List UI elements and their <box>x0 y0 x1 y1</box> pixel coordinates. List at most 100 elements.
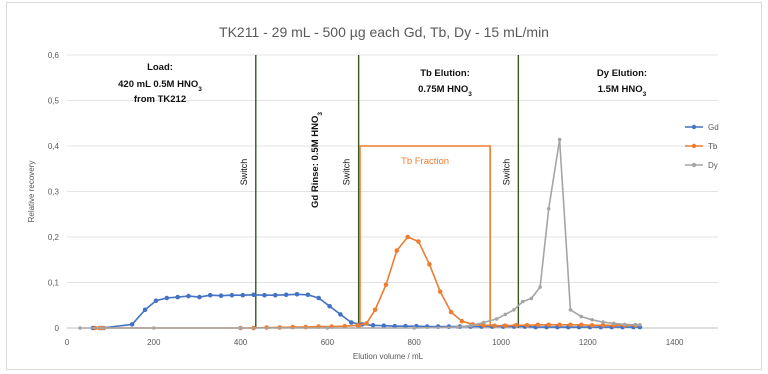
data-point-tb <box>513 323 519 328</box>
x-axis-title: Elution volume / mL <box>353 352 424 361</box>
annotation-dy-elution: Dy Elution: <box>597 68 647 79</box>
data-point-tb <box>579 322 584 328</box>
data-point-dy <box>78 326 82 330</box>
data-point-tb <box>557 322 562 328</box>
data-point-tb <box>481 323 486 328</box>
data-point-tb <box>383 282 389 288</box>
data-point-dy <box>590 318 594 322</box>
x-tick-labels: 0 200 400 600 800 1000 1200 1400 <box>65 338 684 347</box>
fraction-box-outline <box>359 145 491 328</box>
data-point-gd <box>251 292 256 298</box>
data-point-gd <box>305 292 311 298</box>
annotation-tb-elution: 0.75M HNO3 <box>418 84 472 98</box>
data-point-dy <box>481 320 486 325</box>
data-point-dy <box>494 317 499 321</box>
y-tick-label: 0,1 <box>48 279 60 288</box>
data-point-tb <box>437 289 443 294</box>
data-point-dy <box>557 137 562 142</box>
switch-label: Switch <box>342 159 352 186</box>
data-point-gd <box>316 295 322 301</box>
x-tick-label: 200 <box>147 338 161 347</box>
fraction-label: Tb Fraction <box>401 156 449 167</box>
data-point-gd <box>164 295 170 301</box>
data-point-dy <box>520 299 525 304</box>
data-point-gd <box>175 294 180 300</box>
data-point-gd <box>283 292 289 298</box>
data-point-tb <box>600 323 606 328</box>
data-point-dy <box>546 207 551 211</box>
data-point-gd <box>229 292 235 298</box>
legend-marker-gd <box>691 124 697 130</box>
data-point-tb <box>589 323 595 328</box>
data-point-dy <box>568 308 573 312</box>
tb-fraction-box: Tb Fraction <box>359 145 491 328</box>
data-point-gd <box>349 320 354 325</box>
data-point-dy <box>455 325 460 329</box>
data-point-tb <box>568 322 573 328</box>
legend-label-tb: Tb <box>708 142 718 151</box>
data-point-tb <box>535 322 541 328</box>
y-tick-label: 0,3 <box>48 188 60 197</box>
legend-label-dy: Dy <box>708 161 718 170</box>
data-point-dy <box>325 326 330 330</box>
data-point-tb <box>459 318 465 324</box>
data-point-gd <box>273 292 278 298</box>
switch-label: Switch <box>239 159 249 186</box>
data-point-dy <box>512 308 516 312</box>
data-point-gd <box>186 293 191 299</box>
data-point-dy <box>152 326 156 330</box>
data-point-dy <box>638 323 642 327</box>
data-point-gd <box>153 298 159 304</box>
data-point-tb <box>524 323 530 328</box>
data-point-dy <box>601 320 605 324</box>
data-point-gd <box>129 322 135 327</box>
data-point-gd <box>197 294 202 300</box>
data-point-dy <box>468 323 473 328</box>
annotation-tb-elution: Tb Elution: <box>420 68 470 79</box>
y-axis-title: Relative recovery <box>27 161 36 223</box>
data-point-tb <box>503 323 508 329</box>
y-tick-labels: 0 0,1 0,2 0,3 0,4 0,5 0,6 <box>48 51 60 333</box>
data-point-gd <box>218 293 224 299</box>
data-point-dy <box>503 312 508 317</box>
data-point-dy <box>633 323 638 327</box>
legend-label-gd: Gd <box>708 123 719 132</box>
data-point-tb <box>394 248 400 253</box>
x-tick-label: 1200 <box>579 338 597 347</box>
legend-marker-dy <box>691 162 697 168</box>
data-point-gd <box>370 323 376 328</box>
data-point-dy <box>612 321 616 326</box>
x-tick-label: 0 <box>65 338 70 347</box>
data-point-tb <box>405 234 411 240</box>
switch-lines: Switch Switch Switch <box>239 55 520 328</box>
legend-marker-tb <box>691 143 697 149</box>
switch-label: Switch <box>501 159 511 186</box>
annotation-gd-rinse: Gd Rinse: 0.5M HNO3 <box>310 112 324 208</box>
data-point-tb <box>364 321 369 326</box>
legend: Gd Tb Dy <box>685 123 719 170</box>
y-tick-label: 0 <box>55 324 60 333</box>
chart-frame <box>6 2 762 370</box>
x-tick-label: 1400 <box>666 338 684 347</box>
data-point-tb <box>448 309 454 315</box>
data-point-dy <box>579 314 584 319</box>
data-point-tb <box>355 323 361 328</box>
data-point-tb <box>492 323 497 329</box>
x-tick-label: 600 <box>321 338 335 347</box>
data-point-dy <box>99 326 104 330</box>
data-point-gd <box>381 323 387 329</box>
x-tick-label: 400 <box>234 338 248 347</box>
y-tick-label: 0,6 <box>48 51 60 60</box>
data-point-gd <box>327 303 332 309</box>
series-lines <box>78 137 643 331</box>
chart-title: TK211 - 29 mL - 500 µg each Gd, Tb, Dy -… <box>219 24 549 40</box>
data-point-dy <box>538 285 542 289</box>
data-point-tb <box>372 307 378 313</box>
data-point-gd <box>240 292 246 298</box>
data-point-gd <box>294 292 300 297</box>
data-point-tb <box>546 322 551 328</box>
data-point-gd <box>207 292 213 298</box>
annotation-dy-elution: 1.5M HNO3 <box>598 84 647 98</box>
